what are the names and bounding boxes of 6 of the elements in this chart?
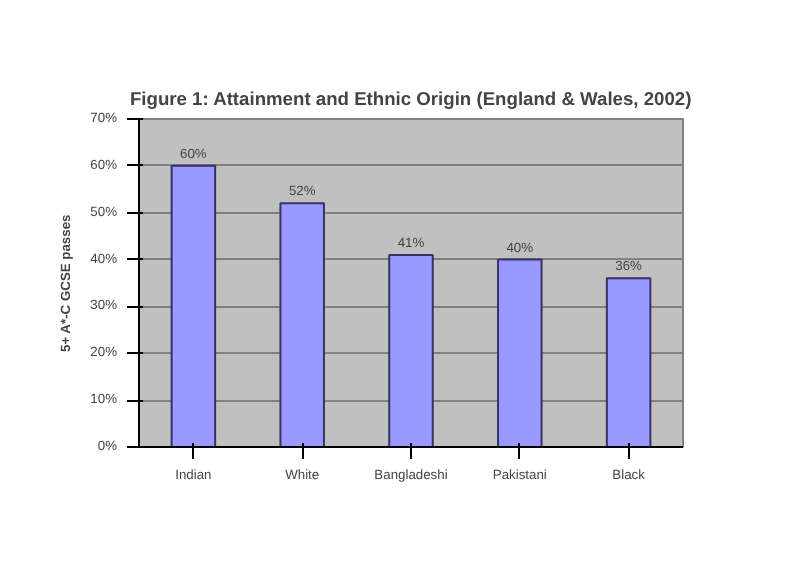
bar (279, 202, 325, 447)
bar (388, 253, 434, 447)
bar (497, 258, 543, 447)
bar (170, 164, 217, 447)
bar (605, 277, 652, 447)
chart-title: Figure 1: Attainment and Ethnic Origin (England & Wales, 2002) (129, 89, 692, 109)
